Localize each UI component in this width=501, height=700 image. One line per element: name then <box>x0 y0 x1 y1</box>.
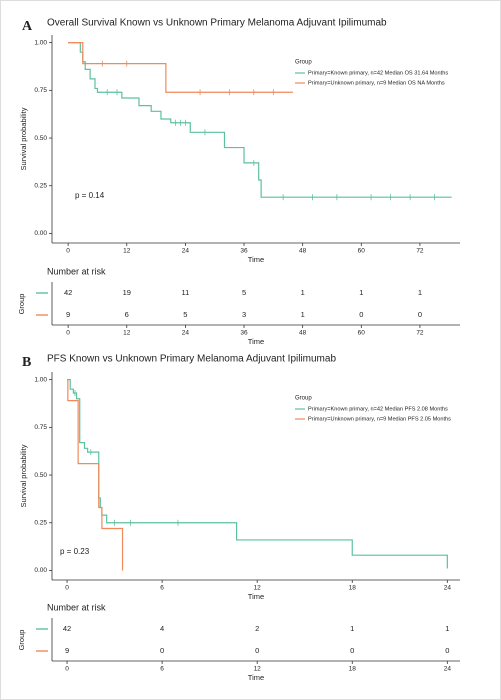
risk-y-axis-label: Group <box>17 630 26 651</box>
legend-label: Primary=Unknown primary, n=9 Median OS N… <box>308 80 445 86</box>
risk-count: 1 <box>418 288 422 297</box>
x-tick-label: 12 <box>123 248 131 255</box>
legend-title: Group <box>295 396 312 402</box>
risk-x-tick-label: 48 <box>299 330 307 337</box>
panel-label: B <box>22 355 31 370</box>
p-value: p = 0.14 <box>75 191 105 200</box>
risk-x-tick-label: 60 <box>358 330 366 337</box>
x-tick-label: 48 <box>299 248 307 255</box>
risk-count: 1 <box>350 624 354 633</box>
risk-count: 0 <box>255 646 259 655</box>
risk-x-axis-label: Time <box>248 673 264 682</box>
risk-x-tick-label: 36 <box>240 330 248 337</box>
risk-count: 1 <box>301 288 305 297</box>
risk-count: 0 <box>359 310 363 319</box>
y-tick-label: 0.00 <box>34 230 47 237</box>
x-tick-label: 72 <box>416 248 424 255</box>
chart-title: PFS Known vs Unknown Primary Melanoma Ad… <box>47 354 336 365</box>
risk-count: 11 <box>181 288 189 297</box>
risk-count: 0 <box>350 646 354 655</box>
risk-x-tick-label: 12 <box>254 666 262 673</box>
x-axis-label: Time <box>248 592 264 601</box>
y-tick-label: 0.00 <box>34 567 47 574</box>
risk-y-axis-label: Group <box>17 294 26 315</box>
x-axis-label: Time <box>248 255 264 264</box>
risk-count: 0 <box>418 310 422 319</box>
risk-count: 2 <box>255 624 259 633</box>
p-value: p = 0.23 <box>60 547 90 556</box>
x-tick-label: 6 <box>160 585 164 592</box>
y-tick-label: 0.50 <box>34 472 47 479</box>
risk-x-tick-label: 72 <box>416 330 424 337</box>
survival-curve <box>68 42 452 198</box>
risk-title: Number at risk <box>47 602 106 612</box>
risk-count: 1 <box>301 310 305 319</box>
risk-count: 42 <box>64 288 72 297</box>
x-tick-label: 24 <box>444 585 452 592</box>
x-tick-label: 0 <box>66 248 70 255</box>
risk-x-tick-label: 6 <box>160 666 164 673</box>
y-tick-label: 0.50 <box>34 135 47 142</box>
y-tick-label: 0.25 <box>34 182 47 189</box>
risk-x-tick-label: 0 <box>66 330 70 337</box>
risk-title: Number at risk <box>47 266 106 276</box>
y-axis-label: Survival probability <box>19 444 28 507</box>
risk-count: 0 <box>445 646 449 655</box>
x-tick-label: 18 <box>349 585 357 592</box>
risk-count: 5 <box>242 288 246 297</box>
risk-x-tick-label: 24 <box>182 330 190 337</box>
risk-x-tick-label: 12 <box>123 330 131 337</box>
panel-label: A <box>22 19 33 34</box>
x-tick-label: 12 <box>254 585 262 592</box>
y-tick-label: 0.75 <box>34 87 47 94</box>
risk-count: 1 <box>359 288 363 297</box>
risk-x-tick-label: 24 <box>444 666 452 673</box>
x-tick-label: 60 <box>358 248 366 255</box>
legend-title: Group <box>295 60 312 66</box>
risk-x-tick-label: 0 <box>65 666 69 673</box>
y-axis-label: Survival probability <box>19 107 28 170</box>
y-tick-label: 1.00 <box>34 376 47 383</box>
risk-count: 4 <box>160 624 164 633</box>
risk-x-tick-label: 18 <box>349 666 357 673</box>
risk-count: 42 <box>63 624 71 633</box>
legend-label: Primary=Known primary, n=42 Median PFS 2… <box>308 406 448 412</box>
y-tick-label: 1.00 <box>34 39 47 46</box>
chart-title: Overall Survival Known vs Unknown Primar… <box>47 18 387 29</box>
risk-count: 6 <box>125 310 129 319</box>
x-tick-label: 0 <box>65 585 69 592</box>
legend-label: Primary=Unknown primary, n=9 Median PFS … <box>308 416 451 422</box>
risk-count: 1 <box>445 624 449 633</box>
x-tick-label: 24 <box>182 248 190 255</box>
risk-x-axis-label: Time <box>248 337 264 346</box>
legend-label: Primary=Known primary, n=42 Median OS 31… <box>308 70 448 76</box>
risk-count: 19 <box>123 288 131 297</box>
survival-curve <box>67 379 448 569</box>
risk-count: 3 <box>242 310 246 319</box>
survival-curve <box>68 42 293 93</box>
risk-count: 9 <box>65 646 69 655</box>
risk-count: 0 <box>160 646 164 655</box>
risk-count: 9 <box>66 310 70 319</box>
survival-curve <box>67 379 124 571</box>
y-tick-label: 0.75 <box>34 424 47 431</box>
risk-count: 5 <box>183 310 187 319</box>
y-tick-label: 0.25 <box>34 519 47 526</box>
x-tick-label: 36 <box>240 248 248 255</box>
